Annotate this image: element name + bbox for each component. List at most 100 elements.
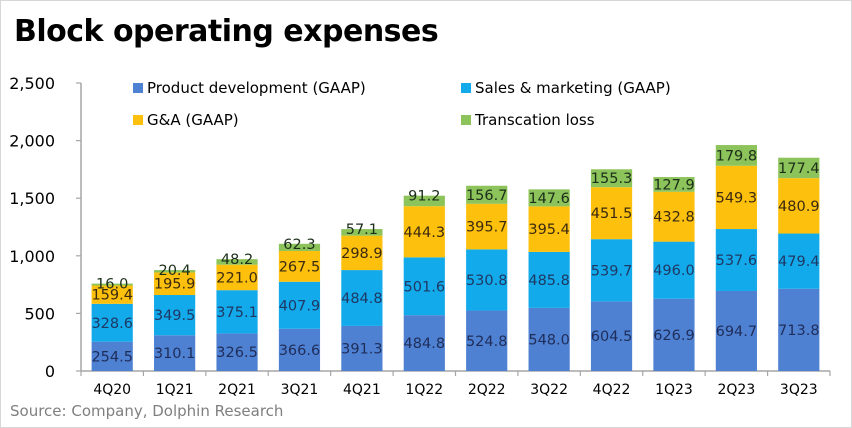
bar-segment xyxy=(715,290,757,371)
y-tick-label: 2,500 xyxy=(9,74,55,93)
legend-swatch xyxy=(133,115,143,125)
data-label: 501.6 xyxy=(404,279,446,295)
bar-segment xyxy=(528,206,570,252)
data-label: 57.1 xyxy=(346,222,378,238)
bar-segment xyxy=(154,270,196,273)
bar-segment xyxy=(216,333,258,371)
data-label: 539.7 xyxy=(591,263,633,279)
data-label: 479.4 xyxy=(778,254,820,270)
bar-segment xyxy=(466,203,508,250)
bar-segment xyxy=(778,178,820,234)
data-label: 407.9 xyxy=(279,298,321,314)
data-label: 195.9 xyxy=(154,277,196,293)
bar-segment xyxy=(341,325,383,371)
bar-segment xyxy=(715,145,757,166)
y-tick-label: 0 xyxy=(45,362,55,381)
legend-label: Transcation loss xyxy=(474,111,595,129)
y-tick-label: 2,000 xyxy=(9,132,55,151)
data-label: 298.9 xyxy=(341,246,383,262)
y-tick-label: 1,000 xyxy=(9,247,55,266)
data-label: 221.0 xyxy=(216,270,258,286)
bar-segment xyxy=(154,272,196,296)
bar-segment xyxy=(590,239,633,302)
data-label: 484.8 xyxy=(404,336,446,352)
data-label: 626.9 xyxy=(653,328,695,344)
bar-segment xyxy=(154,295,196,336)
data-label: 310.1 xyxy=(154,346,196,362)
bar-segment xyxy=(216,259,258,265)
data-label: 20.4 xyxy=(158,263,190,279)
data-label: 432.8 xyxy=(653,210,695,226)
x-tick-label: 1Q22 xyxy=(405,382,443,398)
bar-segment xyxy=(91,285,133,304)
bar-segment xyxy=(341,235,383,271)
x-tick-label: 1Q21 xyxy=(156,382,194,398)
bar-segment xyxy=(590,169,633,188)
bar-segment xyxy=(778,288,820,371)
data-label: 395.7 xyxy=(466,220,508,236)
x-tick-label: 4Q20 xyxy=(93,382,131,398)
bar-segment xyxy=(778,233,820,289)
data-label: 91.2 xyxy=(408,189,440,205)
bar-segment xyxy=(528,307,570,371)
data-label: 326.5 xyxy=(216,345,258,361)
data-label: 484.8 xyxy=(341,291,383,307)
data-label: 713.8 xyxy=(778,323,820,339)
chart-title: Block operating expenses xyxy=(14,14,439,49)
data-label: 366.6 xyxy=(279,343,321,359)
bar-segment xyxy=(216,290,258,334)
data-label: 548.0 xyxy=(528,332,570,348)
bar-segment xyxy=(653,177,695,192)
legend-label: G&A (GAAP) xyxy=(147,111,239,129)
bar-segment xyxy=(466,310,508,371)
y-tick-label: 500 xyxy=(24,304,55,323)
bar-segment xyxy=(590,187,633,240)
data-label: 391.3 xyxy=(341,341,383,357)
legend: Product development (GAAP) Sales & market… xyxy=(133,79,671,129)
bar-segment xyxy=(590,301,633,371)
data-label: 375.1 xyxy=(216,305,258,321)
bar-segment xyxy=(278,328,321,371)
data-label: 177.4 xyxy=(778,161,820,177)
x-tick-label: 4Q21 xyxy=(343,382,381,398)
data-label: 159.4 xyxy=(91,288,133,304)
bar-segment xyxy=(715,165,757,230)
x-tick-label: 2Q23 xyxy=(718,382,756,398)
bar-segment xyxy=(778,157,820,179)
data-label: 179.8 xyxy=(716,148,758,164)
y-tick-label: 1,500 xyxy=(9,189,55,208)
data-label: 604.5 xyxy=(591,329,633,345)
bars xyxy=(91,145,820,371)
data-labels: 254.5 328.6 159.416.0 310.1 349.5 195.920.4 32… xyxy=(91,148,819,365)
bar-segment xyxy=(653,298,695,371)
data-label: 156.7 xyxy=(466,188,508,204)
data-label: 127.9 xyxy=(653,177,695,193)
bar-segment xyxy=(278,250,321,282)
x-tick-label: 3Q21 xyxy=(281,382,319,398)
bar-segment xyxy=(278,281,321,329)
x-tick-label: 4Q22 xyxy=(593,382,631,398)
x-tick-label: 2Q22 xyxy=(468,382,506,398)
data-label: 349.5 xyxy=(154,308,196,324)
data-label: 549.3 xyxy=(716,190,758,206)
legend-swatch xyxy=(461,83,471,93)
legend-swatch xyxy=(133,83,143,93)
data-label: 395.4 xyxy=(528,222,570,238)
bar-segment xyxy=(154,335,196,371)
x-tick-label: 3Q22 xyxy=(530,382,568,398)
data-label: 496.0 xyxy=(653,263,695,279)
bar-segment xyxy=(91,283,133,286)
data-label: 530.8 xyxy=(466,273,508,289)
bar-segment xyxy=(341,270,383,326)
bar-segment xyxy=(715,229,757,291)
bar-segment xyxy=(216,264,258,291)
data-label: 62.3 xyxy=(283,237,315,253)
x-axis: 4Q20 1Q21 2Q21 3Q21 4Q21 1Q22 2Q22 3Q22 4Q22 1Q23… xyxy=(80,370,831,398)
bar-segment xyxy=(403,315,445,371)
data-label: 48.2 xyxy=(221,252,253,268)
x-tick-label: 1Q23 xyxy=(655,382,693,398)
bar-segment xyxy=(653,191,695,242)
bar-segment xyxy=(403,257,445,316)
x-tick-label: 3Q23 xyxy=(780,382,818,398)
data-label: 328.6 xyxy=(91,316,133,332)
